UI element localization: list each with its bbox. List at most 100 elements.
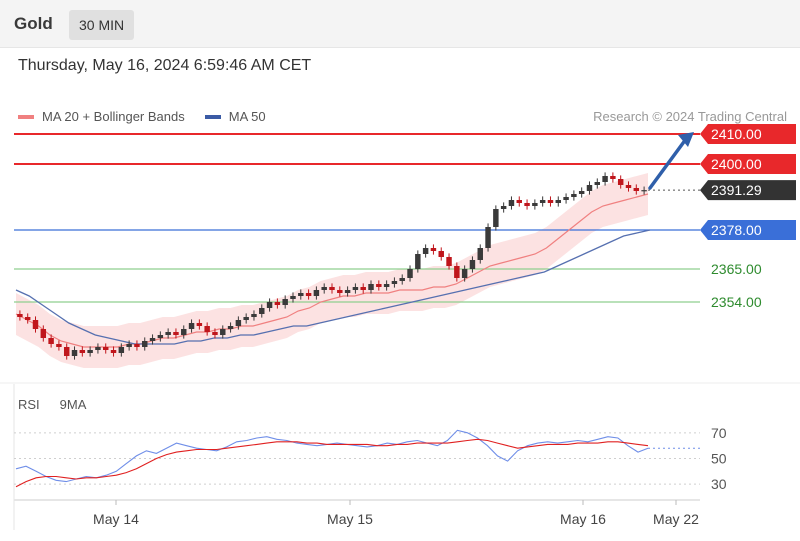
ma50-swatch (204, 114, 221, 119)
price-tag-bg (700, 124, 796, 144)
candle-body (344, 290, 351, 293)
candle-body (79, 350, 86, 353)
candle-body (337, 290, 343, 293)
candle-body (547, 200, 554, 203)
candle-body (149, 338, 156, 341)
candle-body (102, 347, 109, 350)
candle-body (446, 257, 452, 266)
candle-body (493, 209, 499, 227)
candle-body (376, 284, 382, 287)
candle-body (126, 344, 132, 347)
candle-body (212, 332, 218, 335)
candle-body (110, 350, 117, 353)
legend-label-rsi: RSI (18, 397, 40, 412)
price-tag-last: 2391.29 (700, 180, 796, 201)
candle-body (188, 323, 195, 329)
price-tag-label: 2391.29 (711, 182, 762, 198)
x-tick-label: May 14 (93, 511, 139, 527)
rsi-tick-label: 50 (711, 451, 727, 467)
candle-body (40, 329, 47, 338)
candle-body (368, 284, 374, 290)
rsi-panel: 30 50 70 (14, 425, 727, 492)
candle-body (298, 293, 304, 296)
candle-body (524, 203, 530, 206)
candle-body (391, 281, 398, 284)
candle-body (625, 185, 632, 188)
candle-body (305, 293, 312, 296)
candle-body (532, 203, 538, 206)
candle-body (63, 347, 70, 356)
candle-body (251, 314, 257, 317)
candle-body (516, 200, 522, 203)
candle-body (173, 332, 179, 335)
x-tick-label: May 15 (327, 511, 373, 527)
price-tag-label: 2400.00 (711, 156, 762, 172)
rsi-series-9ma (15, 438, 649, 488)
candle-body (399, 278, 405, 281)
candle-body (641, 190, 647, 192)
candle-body (438, 251, 444, 257)
candle-body (555, 200, 562, 203)
candle-body (259, 308, 265, 314)
candle-body (321, 287, 327, 290)
bollinger-band (16, 173, 648, 368)
price-tag-support: 2365.00 (711, 261, 762, 277)
legend-label-ma50: MA 50 (228, 109, 266, 124)
rsi-legend: RSI 9MA (18, 397, 106, 412)
rsi-tick-label: 70 (711, 425, 727, 441)
legend-label-9ma: 9MA (59, 397, 87, 412)
candle-body (24, 317, 31, 320)
candle-body (461, 269, 468, 278)
candle-body (282, 299, 288, 305)
candle-body (71, 350, 78, 356)
candle-body (196, 323, 203, 326)
candle-body (422, 248, 429, 254)
candle-body (508, 200, 515, 206)
candle-body (469, 260, 476, 269)
candle-body (157, 335, 164, 338)
candle-body (430, 248, 437, 251)
candle-body (56, 344, 62, 347)
price-tag-bg (700, 180, 796, 201)
candle-body (290, 296, 296, 299)
candle-body (360, 287, 366, 290)
candle-body (617, 179, 624, 185)
candle-body (243, 317, 249, 320)
price-tag-resistance: 2400.00 (700, 154, 796, 174)
legend-item-ma20: MA 20 + Bollinger Bands (18, 109, 185, 124)
candle-body (578, 191, 585, 194)
candle-body (329, 287, 335, 290)
rsi-tick-label: 30 (711, 476, 727, 492)
legend-item-rsi: RSI (18, 397, 40, 412)
candle-body (266, 302, 273, 308)
candle-body (563, 197, 569, 200)
candle-body (220, 329, 226, 335)
ma20-line (15, 193, 649, 348)
price-tag-label: 2410.00 (711, 126, 762, 142)
candle-body (235, 320, 242, 326)
candle-body (181, 329, 187, 335)
candle-body (586, 185, 593, 191)
candle-body (118, 347, 125, 353)
interval-selector[interactable]: 30 MIN (69, 10, 135, 40)
candle-body (539, 200, 546, 203)
candle-body (633, 188, 640, 191)
candle-body (134, 344, 140, 347)
price-legend: MA 20 + Bollinger Bands MA 50 (18, 109, 286, 124)
candle-body (500, 206, 507, 209)
rsi-series-rsi (15, 429, 649, 483)
timestamp: Thursday, May 16, 2024 6:59:46 AM CET (18, 57, 312, 74)
forecast-arrow-head (678, 132, 694, 147)
candle-body (594, 182, 601, 185)
legend-label-ma20: MA 20 + Bollinger Bands (42, 109, 185, 124)
ma50-line (15, 229, 651, 345)
price-tag-pivot: 2378.00 (700, 220, 796, 240)
price-tag-resistance: 2410.00 (700, 124, 796, 144)
candle-body (571, 194, 577, 197)
candle-body (227, 326, 234, 329)
price-panel: 2410.00 2400.00 2391.29 2378.00 2365.00 2354.… (14, 124, 796, 368)
price-tag-label: 2365.00 (711, 261, 762, 277)
candle-body (602, 176, 608, 182)
candle-body (415, 254, 421, 269)
